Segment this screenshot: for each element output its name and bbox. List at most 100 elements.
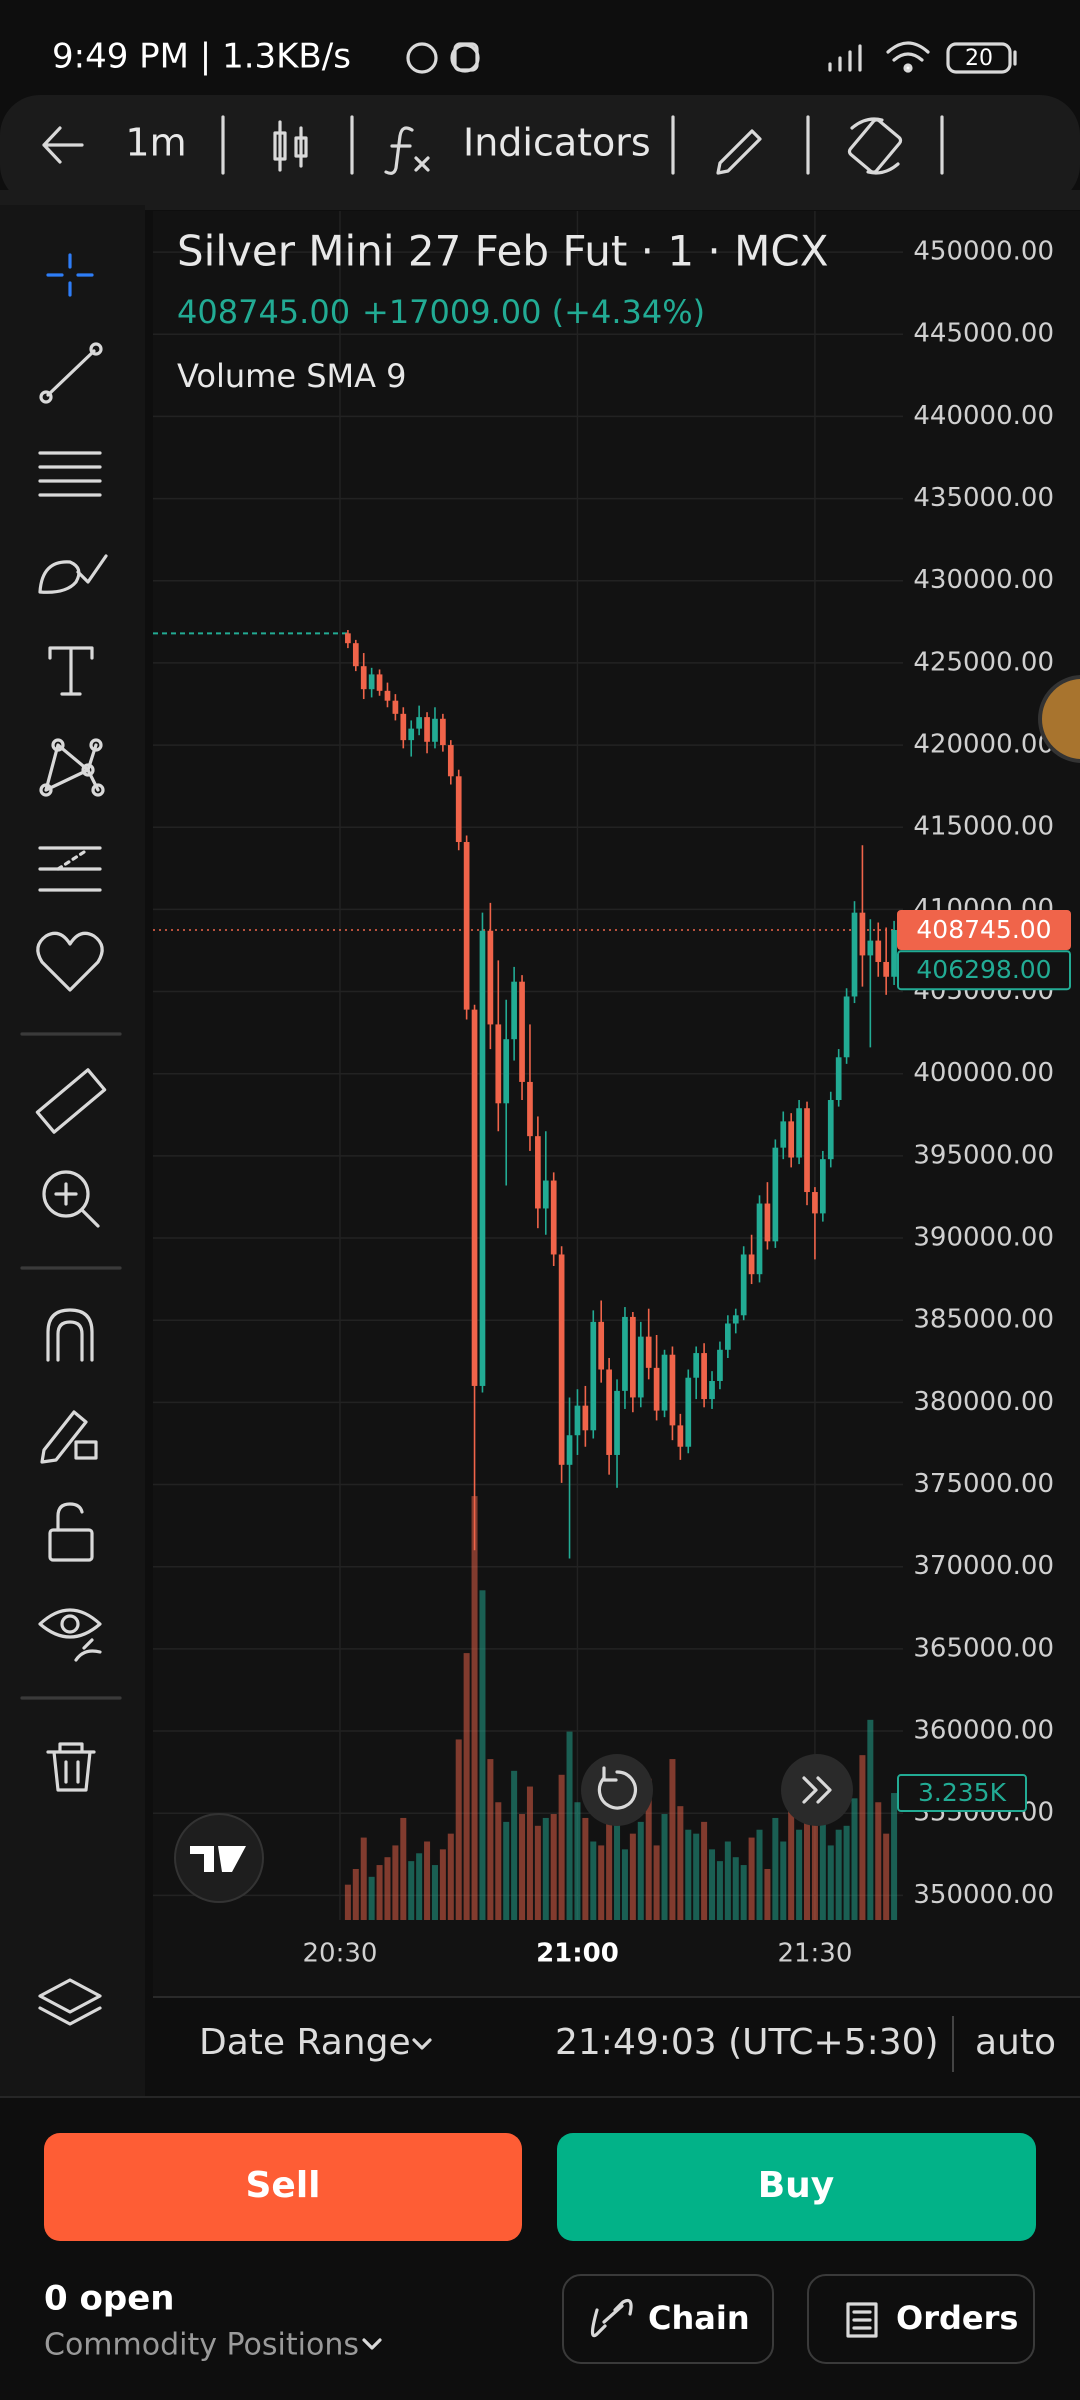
open-positions: 0 open bbox=[44, 2279, 174, 2319]
volume-bar bbox=[788, 1810, 795, 1920]
y-tick-label: 445000.00 bbox=[913, 319, 1054, 349]
plot-area: 450000.00 445000.00 440000.00 435000.00 4300… bbox=[153, 211, 1071, 1969]
candle-body bbox=[819, 1159, 826, 1214]
candle-body bbox=[360, 666, 367, 690]
volume-bar bbox=[416, 1853, 423, 1920]
candle-body bbox=[455, 776, 462, 843]
buy-label: Buy bbox=[758, 2165, 835, 2206]
date-range[interactable]: Date Range bbox=[199, 2022, 411, 2063]
price-label-box bbox=[897, 910, 1071, 951]
candle-body bbox=[669, 1354, 676, 1426]
volume-bar bbox=[756, 1829, 763, 1920]
candle-body bbox=[883, 961, 890, 977]
volume-bar bbox=[487, 1759, 494, 1920]
volume-bar bbox=[526, 1786, 533, 1920]
interval[interactable]: 1m bbox=[125, 121, 186, 165]
orders-button[interactable] bbox=[807, 2274, 1035, 2364]
volume-bar bbox=[645, 1778, 652, 1920]
volume-bar bbox=[629, 1833, 636, 1920]
x-tick-label: 21:30 bbox=[777, 1939, 852, 1969]
chain-button[interactable] bbox=[562, 2274, 774, 2364]
candle-body bbox=[368, 674, 375, 690]
volume-bar bbox=[352, 1868, 359, 1920]
clock: 21:49:03 (UTC+5:30) bbox=[555, 2022, 939, 2063]
candle-body bbox=[440, 718, 446, 746]
candle-body bbox=[867, 940, 874, 956]
candle-body bbox=[495, 1024, 502, 1104]
volume-bar bbox=[843, 1825, 850, 1920]
candle-body bbox=[827, 1100, 834, 1160]
volume-bar bbox=[424, 1841, 431, 1920]
y-tick-label: 425000.00 bbox=[913, 647, 1054, 677]
y-tick-label: 395000.00 bbox=[913, 1140, 1054, 1170]
candle-body bbox=[804, 1108, 810, 1193]
volume-label: 3.235K bbox=[918, 1778, 1007, 1807]
volume-bar bbox=[542, 1817, 549, 1920]
candle-body bbox=[748, 1254, 755, 1275]
volume-bar bbox=[606, 1810, 613, 1920]
indicators-button[interactable]: Indicators bbox=[463, 121, 651, 165]
candle-body bbox=[566, 1435, 573, 1465]
candle-body bbox=[345, 633, 351, 644]
candle-body bbox=[384, 690, 391, 701]
candle-body bbox=[788, 1121, 795, 1158]
candle-body bbox=[630, 1316, 636, 1398]
dropdown-icon bbox=[412, 2038, 432, 2050]
candle-body bbox=[352, 643, 359, 667]
volume-bar bbox=[463, 1653, 470, 1920]
quote-change: +17009.00 (+4.34%) bbox=[362, 293, 705, 331]
candle-body bbox=[701, 1353, 707, 1400]
volume-bar bbox=[503, 1821, 510, 1920]
chart-panel bbox=[153, 211, 1080, 1997]
candle-body bbox=[574, 1405, 581, 1436]
volume-bar bbox=[819, 1821, 826, 1920]
toolbar-base bbox=[0, 190, 1080, 210]
volume-bar bbox=[780, 1841, 787, 1920]
candle-body bbox=[812, 1192, 818, 1214]
indicator-label: Volume SMA 9 bbox=[177, 357, 407, 395]
status-icons bbox=[406, 41, 1017, 74]
chain-icon bbox=[590, 2298, 633, 2338]
candle-body bbox=[527, 1081, 533, 1137]
back-button[interactable] bbox=[42, 126, 84, 164]
volume-bar bbox=[368, 1876, 375, 1920]
candle-body bbox=[558, 1254, 565, 1465]
scale-mode[interactable]: auto bbox=[975, 2022, 1056, 2063]
volume-bar bbox=[804, 1766, 811, 1920]
volume-bar bbox=[360, 1837, 367, 1920]
sell-button[interactable] bbox=[44, 2133, 522, 2241]
volume-bar bbox=[558, 1774, 565, 1920]
price-label-box bbox=[897, 950, 1071, 991]
replay-icon bbox=[597, 1766, 638, 1810]
candle-body bbox=[542, 1180, 549, 1209]
drawing-sidebar bbox=[0, 205, 145, 2097]
y-tick-label: 380000.00 bbox=[913, 1387, 1054, 1417]
candle-body bbox=[487, 930, 494, 1025]
candle-body bbox=[550, 1180, 557, 1255]
logo-button[interactable] bbox=[174, 1813, 264, 1903]
candle-body bbox=[875, 940, 882, 962]
replay-button[interactable] bbox=[581, 1754, 653, 1826]
candle-body bbox=[463, 842, 470, 1010]
buy-button[interactable] bbox=[557, 2133, 1036, 2241]
candle-body bbox=[796, 1108, 802, 1158]
candle-body bbox=[851, 912, 858, 997]
volume-bar bbox=[653, 1845, 660, 1920]
floating-bubble[interactable] bbox=[1038, 675, 1080, 763]
y-tick-label: 440000.00 bbox=[913, 401, 1054, 431]
volume-bar bbox=[566, 1731, 573, 1920]
volume-bar bbox=[495, 1802, 502, 1920]
quote-price: 408745.00 bbox=[177, 293, 350, 331]
volume-bar bbox=[827, 1845, 834, 1920]
volume-bar bbox=[661, 1814, 668, 1920]
volume-bar bbox=[392, 1845, 399, 1920]
volume-bar bbox=[740, 1865, 747, 1920]
positions-filter[interactable]: Commodity Positions bbox=[44, 2328, 359, 2363]
y-tick-label: 400000.00 bbox=[913, 1058, 1054, 1088]
volume-bar bbox=[344, 1884, 351, 1920]
candle-body bbox=[732, 1315, 739, 1324]
y-tick-label: 365000.00 bbox=[913, 1633, 1054, 1663]
y-tick-label: 360000.00 bbox=[913, 1716, 1054, 1746]
volume-bar bbox=[693, 1833, 700, 1920]
candle-body bbox=[519, 981, 525, 1082]
